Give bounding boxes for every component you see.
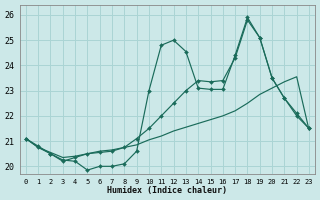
X-axis label: Humidex (Indice chaleur): Humidex (Indice chaleur) (108, 186, 228, 195)
